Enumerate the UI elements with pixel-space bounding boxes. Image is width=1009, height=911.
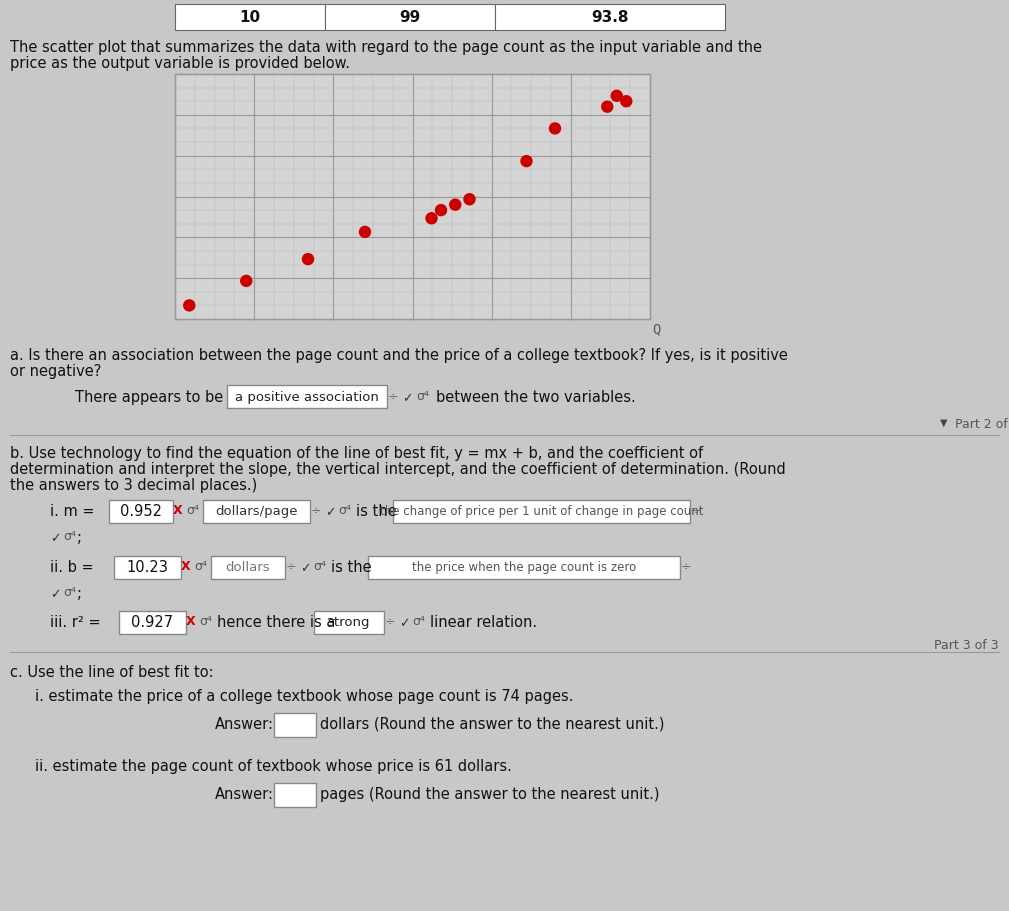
Circle shape: [359, 227, 370, 238]
Text: 10: 10: [239, 11, 260, 26]
Circle shape: [303, 254, 314, 265]
Text: 0.952: 0.952: [120, 504, 162, 519]
Text: the change of price per 1 unit of change in page count: the change of price per 1 unit of change…: [379, 505, 703, 518]
Circle shape: [611, 91, 623, 102]
Text: linear relation.: linear relation.: [430, 614, 537, 630]
FancyBboxPatch shape: [211, 557, 285, 579]
Text: ✓: ✓: [50, 588, 61, 600]
FancyBboxPatch shape: [175, 5, 325, 31]
Text: There appears to be: There appears to be: [75, 390, 223, 404]
Text: σ⁴: σ⁴: [199, 614, 212, 628]
Circle shape: [550, 124, 561, 135]
Text: ✓: ✓: [300, 561, 311, 574]
Text: i. estimate the price of a college textbook whose page count is 74 pages.: i. estimate the price of a college textb…: [35, 688, 573, 703]
FancyBboxPatch shape: [114, 557, 181, 579]
Text: X: X: [181, 559, 191, 572]
FancyBboxPatch shape: [495, 5, 725, 31]
Text: ✓: ✓: [402, 392, 413, 404]
Text: ÷: ÷: [691, 504, 701, 517]
Text: b. Use technology to find the equation of the line of best fit, y = mx + b, and : b. Use technology to find the equation o…: [10, 445, 703, 460]
Text: ÷: ÷: [286, 559, 297, 572]
Circle shape: [184, 301, 195, 312]
Text: Part 3 of 3: Part 3 of 3: [934, 639, 999, 651]
Text: ii. b =: ii. b =: [50, 559, 94, 574]
Text: 0.927: 0.927: [131, 615, 174, 630]
Text: Answer:: Answer:: [215, 786, 274, 801]
Circle shape: [621, 97, 632, 107]
Text: 99: 99: [400, 11, 421, 26]
Text: c. Use the line of best fit to:: c. Use the line of best fit to:: [10, 664, 214, 680]
Text: ii. estimate the page count of textbook whose price is 61 dollars.: ii. estimate the page count of textbook …: [35, 758, 512, 773]
Text: The scatter plot that summarizes the data with regard to the page count as the i: The scatter plot that summarizes the dat…: [10, 40, 762, 55]
Circle shape: [241, 276, 252, 287]
Text: σ⁴: σ⁴: [63, 586, 76, 599]
Text: the answers to 3 decimal places.): the answers to 3 decimal places.): [10, 477, 257, 493]
FancyBboxPatch shape: [274, 713, 316, 737]
Text: σ⁴: σ⁴: [63, 529, 76, 542]
Text: price as the output variable is provided below.: price as the output variable is provided…: [10, 56, 350, 71]
Circle shape: [521, 157, 532, 168]
Text: X: X: [173, 504, 183, 517]
Text: σ⁴: σ⁴: [313, 559, 326, 572]
FancyBboxPatch shape: [175, 75, 650, 320]
Text: a positive association: a positive association: [235, 391, 379, 404]
Text: a. Is there an association between the page count and the price of a college tex: a. Is there an association between the p…: [10, 348, 788, 363]
Text: dollars (Round the answer to the nearest unit.): dollars (Round the answer to the nearest…: [320, 716, 665, 732]
Circle shape: [426, 213, 437, 224]
Text: or negative?: or negative?: [10, 363, 101, 379]
Text: ;: ;: [77, 529, 82, 545]
Text: ✓: ✓: [325, 506, 336, 518]
Text: Answer:: Answer:: [215, 716, 274, 732]
Text: σ⁴: σ⁴: [416, 390, 429, 403]
Circle shape: [450, 200, 461, 211]
Text: X: X: [186, 614, 196, 628]
Text: Q: Q: [652, 322, 660, 335]
Text: dollars: dollars: [226, 561, 270, 574]
Text: pages (Round the answer to the nearest unit.): pages (Round the answer to the nearest u…: [320, 786, 660, 801]
Text: 93.8: 93.8: [591, 11, 629, 26]
Text: σ⁴: σ⁴: [412, 614, 425, 628]
Text: is the: is the: [356, 504, 397, 518]
FancyBboxPatch shape: [227, 385, 387, 408]
Text: dollars/page: dollars/page: [215, 505, 298, 518]
FancyBboxPatch shape: [368, 557, 680, 579]
Text: the price when the page count is zero: the price when the page count is zero: [412, 561, 636, 574]
FancyBboxPatch shape: [109, 500, 173, 524]
Text: ÷: ÷: [681, 559, 691, 572]
FancyBboxPatch shape: [393, 500, 690, 524]
Text: is the: is the: [331, 559, 371, 574]
FancyBboxPatch shape: [314, 611, 384, 634]
Text: hence there is a: hence there is a: [217, 614, 335, 630]
Text: determination and interpret the slope, the vertical intercept, and the coefficie: determination and interpret the slope, t…: [10, 462, 786, 476]
FancyBboxPatch shape: [274, 783, 316, 807]
Circle shape: [464, 195, 475, 206]
Text: between the two variables.: between the two variables.: [436, 390, 636, 404]
Text: σ⁴: σ⁴: [194, 559, 207, 572]
Text: ÷: ÷: [311, 504, 322, 517]
Text: iii. r² =: iii. r² =: [50, 614, 101, 630]
Text: ÷: ÷: [388, 390, 399, 403]
Text: strong: strong: [328, 616, 370, 629]
Text: ✓: ✓: [50, 531, 61, 545]
Text: ÷: ÷: [385, 614, 396, 628]
Text: i. m =: i. m =: [50, 504, 95, 518]
FancyBboxPatch shape: [325, 5, 495, 31]
Text: σ⁴: σ⁴: [338, 504, 351, 517]
Text: σ⁴: σ⁴: [186, 504, 199, 517]
Circle shape: [436, 205, 447, 217]
FancyBboxPatch shape: [203, 500, 310, 524]
FancyBboxPatch shape: [119, 611, 186, 634]
Text: ✓: ✓: [399, 617, 410, 630]
Text: ▼: ▼: [940, 417, 947, 427]
Text: ;: ;: [77, 586, 82, 600]
Circle shape: [601, 102, 612, 113]
Text: Part 2 of 3: Part 2 of 3: [955, 417, 1009, 431]
Text: 10.23: 10.23: [126, 560, 169, 575]
